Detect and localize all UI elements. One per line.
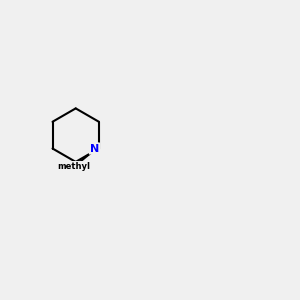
Text: N: N xyxy=(90,143,99,154)
Text: methyl: methyl xyxy=(57,162,90,171)
Text: CH₃: CH₃ xyxy=(66,163,81,172)
